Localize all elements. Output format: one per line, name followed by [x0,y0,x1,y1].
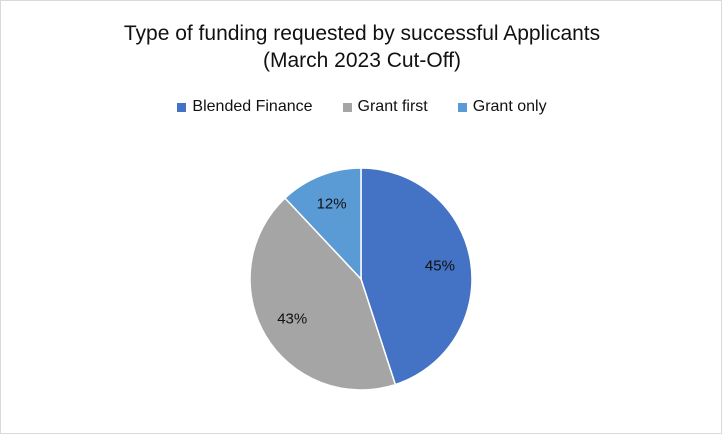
legend-item-blended-finance: Blended Finance [177,98,313,116]
legend-item-grant-only: Grant only [457,98,547,116]
data-label-grant-only: 12% [317,196,347,213]
legend-label-blended-finance: Blended Finance [192,98,313,115]
chart-legend: Blended Finance Grant first Grant only [1,98,722,116]
legend-label-grant-only: Grant only [472,98,547,115]
pie-slice-blended-finance [360,167,473,386]
legend-swatch-grant-only [457,102,467,112]
chart-title: Type of funding requested by successful … [123,22,601,45]
legend-item-grant-first: Grant first [342,98,428,116]
data-label-blended-finance: 45% [425,257,455,274]
chart-subtitle: (March 2023 Cut-Off) [262,49,461,72]
legend-label-grant-first: Grant first [357,98,428,115]
data-label-grant-first: 43% [277,311,307,328]
pie-slice-grant-first [249,197,397,391]
legend-swatch-blended-finance [177,102,187,112]
pie-slice-grant-only [283,167,362,281]
legend-swatch-grant-first [342,102,352,112]
